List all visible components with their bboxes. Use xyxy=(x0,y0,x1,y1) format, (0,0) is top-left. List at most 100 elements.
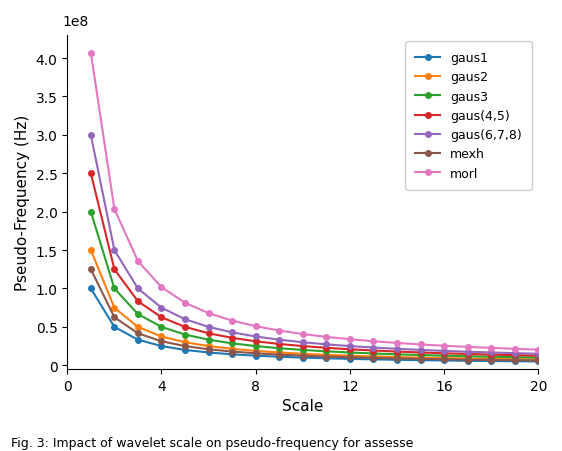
gaus1 xyxy=(441,358,447,364)
gaus1 xyxy=(323,356,330,361)
gaus2 xyxy=(535,357,542,363)
gaus3 xyxy=(417,353,424,358)
gaus3 xyxy=(488,354,495,359)
gaus(4,5) xyxy=(417,350,424,355)
gaus(6,7,8) xyxy=(300,340,306,345)
gaus3 xyxy=(276,346,283,351)
gaus(4,5) xyxy=(229,336,235,341)
mexh xyxy=(511,358,518,363)
gaus3 xyxy=(111,286,118,291)
morl xyxy=(88,51,94,56)
gaus2 xyxy=(417,355,424,360)
gaus1 xyxy=(205,350,212,355)
gaus3 xyxy=(347,350,353,355)
gaus2 xyxy=(134,324,141,330)
gaus(4,5) xyxy=(111,267,118,272)
mexh xyxy=(535,358,542,364)
gaus(4,5) xyxy=(370,348,377,354)
gaus(4,5) xyxy=(205,331,212,336)
mexh xyxy=(205,347,212,352)
Text: Fig. 3: Impact of wavelet scale on pseudo-frequency for assesse: Fig. 3: Impact of wavelet scale on pseud… xyxy=(11,436,414,449)
gaus2 xyxy=(182,340,188,345)
Line: gaus1: gaus1 xyxy=(88,286,541,364)
gaus(4,5) xyxy=(300,344,306,349)
gaus(4,5) xyxy=(182,324,188,330)
gaus(4,5) xyxy=(134,299,141,304)
gaus1 xyxy=(182,347,188,353)
mexh xyxy=(323,354,330,359)
gaus3 xyxy=(252,344,259,349)
morl xyxy=(535,347,542,353)
Line: mexh: mexh xyxy=(88,267,541,364)
gaus3 xyxy=(441,353,447,359)
mexh xyxy=(347,355,353,360)
gaus2 xyxy=(441,355,447,361)
Y-axis label: Pseudo-Frequency (Hz): Pseudo-Frequency (Hz) xyxy=(15,115,30,290)
gaus(6,7,8) xyxy=(535,351,542,357)
mexh xyxy=(464,357,471,363)
gaus(6,7,8) xyxy=(205,324,212,330)
gaus3 xyxy=(511,354,518,360)
morl xyxy=(205,311,212,316)
gaus1 xyxy=(134,337,141,343)
morl xyxy=(417,342,424,347)
gaus3 xyxy=(182,332,188,337)
mexh xyxy=(182,344,188,349)
gaus1 xyxy=(111,324,118,330)
morl xyxy=(276,328,283,334)
mexh xyxy=(88,267,94,272)
gaus(6,7,8) xyxy=(134,286,141,291)
gaus2 xyxy=(370,354,377,359)
gaus1 xyxy=(88,286,94,291)
gaus(4,5) xyxy=(88,171,94,176)
morl xyxy=(111,207,118,212)
gaus(4,5) xyxy=(323,345,330,351)
gaus(4,5) xyxy=(511,353,518,358)
gaus1 xyxy=(511,359,518,364)
morl xyxy=(323,334,330,340)
gaus1 xyxy=(417,358,424,363)
gaus(6,7,8) xyxy=(488,350,495,355)
Line: gaus3: gaus3 xyxy=(88,209,541,361)
gaus(6,7,8) xyxy=(88,133,94,138)
gaus1 xyxy=(464,358,471,364)
Line: gaus2: gaus2 xyxy=(88,248,541,363)
gaus(4,5) xyxy=(347,347,353,352)
gaus(4,5) xyxy=(252,339,259,344)
gaus2 xyxy=(205,344,212,349)
Text: 1e8: 1e8 xyxy=(62,15,89,29)
gaus2 xyxy=(393,354,400,360)
mexh xyxy=(276,352,283,358)
gaus(4,5) xyxy=(441,351,447,356)
gaus2 xyxy=(488,356,495,362)
morl xyxy=(441,343,447,349)
gaus3 xyxy=(323,349,330,354)
gaus1 xyxy=(229,352,235,357)
gaus1 xyxy=(300,355,306,360)
gaus2 xyxy=(464,356,471,361)
gaus1 xyxy=(158,344,165,349)
morl xyxy=(229,318,235,324)
gaus1 xyxy=(252,353,259,359)
morl xyxy=(393,341,400,346)
Line: morl: morl xyxy=(88,51,541,353)
gaus(4,5) xyxy=(276,341,283,347)
gaus(6,7,8) xyxy=(276,337,283,343)
gaus(4,5) xyxy=(488,352,495,358)
gaus1 xyxy=(488,359,495,364)
morl xyxy=(134,259,141,264)
gaus(4,5) xyxy=(464,351,471,357)
mexh xyxy=(441,357,447,362)
gaus3 xyxy=(370,351,377,356)
morl xyxy=(182,300,188,306)
gaus(6,7,8) xyxy=(441,348,447,354)
mexh xyxy=(111,315,118,320)
gaus2 xyxy=(300,351,306,357)
mexh xyxy=(488,358,495,363)
gaus2 xyxy=(88,248,94,253)
Line: gaus(6,7,8): gaus(6,7,8) xyxy=(88,133,541,357)
gaus3 xyxy=(393,352,400,357)
morl xyxy=(252,324,259,329)
gaus2 xyxy=(158,334,165,340)
gaus(4,5) xyxy=(158,315,165,320)
